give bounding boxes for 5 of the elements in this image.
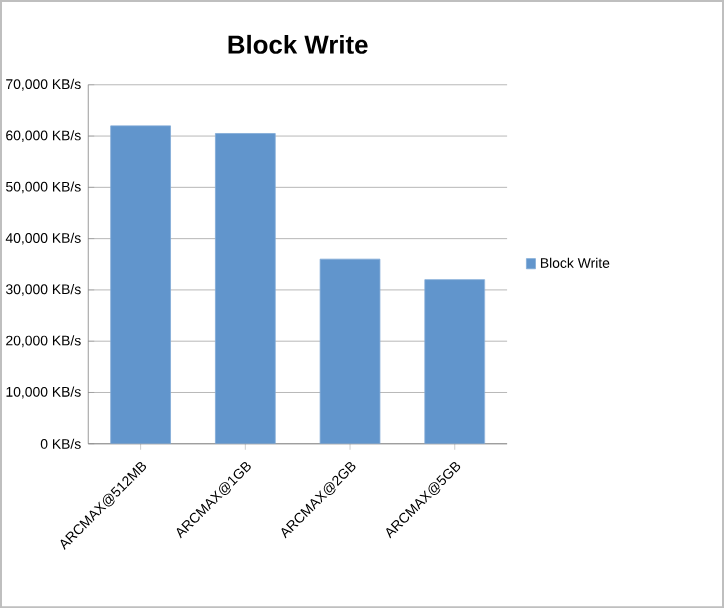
chart-title: Block Write bbox=[228, 34, 368, 54]
bar bbox=[215, 132, 276, 444]
bar bbox=[319, 258, 381, 444]
bar bbox=[110, 125, 171, 444]
bar bbox=[424, 279, 486, 444]
